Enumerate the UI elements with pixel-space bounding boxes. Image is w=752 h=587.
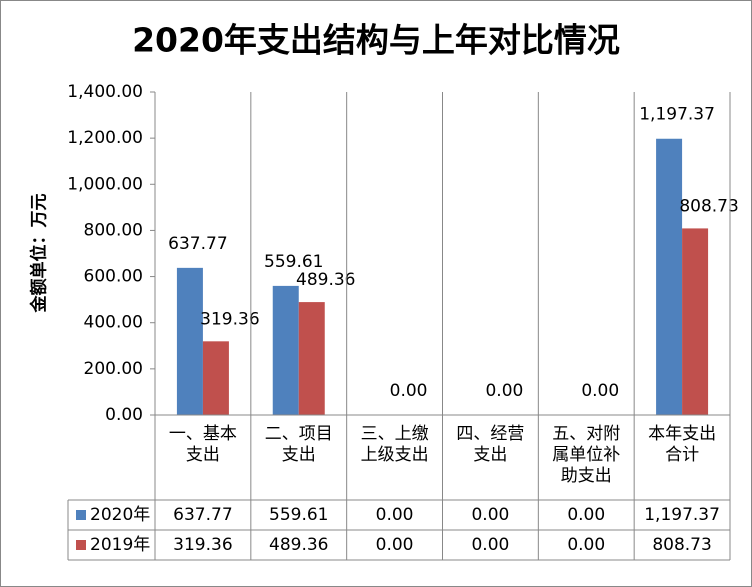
y-tick-label: 0.00 <box>105 405 143 425</box>
y-tick-label: 1,000.00 <box>67 174 143 194</box>
y-tick-label: 600.00 <box>84 267 143 287</box>
table-cell: 0.00 <box>376 505 414 525</box>
table-cell: 319.36 <box>173 535 232 555</box>
chart-title: 2020年支出结构与上年对比情况 <box>132 21 620 60</box>
data-label: 0.00 <box>390 381 428 401</box>
table-cell: 559.61 <box>269 505 328 525</box>
data-label: 808.73 <box>679 196 738 216</box>
legend-swatch <box>76 510 86 520</box>
table-cell: 0.00 <box>376 535 414 555</box>
data-label: 0.00 <box>581 381 619 401</box>
x-tick-label: 五、对附属单位补助支出 <box>552 424 621 486</box>
y-axis-label: 金额单位：万元 <box>29 194 50 314</box>
table-cell: 489.36 <box>269 535 328 555</box>
y-tick-label: 1,400.00 <box>67 82 143 102</box>
bar <box>202 341 229 415</box>
y-tick-label: 400.00 <box>84 313 143 333</box>
table-cell: 0.00 <box>471 505 509 525</box>
x-tick-label: 四、经营支出 <box>456 424 525 465</box>
table-cell: 808.73 <box>652 535 711 555</box>
x-tick-label: 一、基本支出 <box>168 424 237 465</box>
bar <box>656 138 683 415</box>
table-cell: 0.00 <box>471 535 509 555</box>
data-label: 319.36 <box>200 309 259 329</box>
data-label: 0.00 <box>485 381 523 401</box>
data-label: 489.36 <box>296 270 355 290</box>
x-tick-label: 三、上缴上级支出 <box>360 424 429 465</box>
data-label: 637.77 <box>168 234 227 254</box>
table-cell: 0.00 <box>567 535 605 555</box>
table-cell: 637.77 <box>173 505 232 525</box>
bar <box>298 302 325 415</box>
bar <box>176 267 203 415</box>
table-cell: 1,197.37 <box>644 505 720 525</box>
data-label: 1,197.37 <box>639 105 715 125</box>
y-tick-label: 800.00 <box>84 220 143 240</box>
bar <box>682 228 709 415</box>
y-tick-label: 200.00 <box>84 359 143 379</box>
legend-swatch <box>76 540 86 550</box>
x-tick-label: 本年支出合计 <box>648 424 717 465</box>
table-cell: 0.00 <box>567 505 605 525</box>
y-tick-label: 1,200.00 <box>67 128 143 148</box>
data-label: 559.61 <box>264 252 323 272</box>
x-tick-label: 二、项目支出 <box>264 424 333 465</box>
legend-label: 2019年 <box>90 535 150 555</box>
legend-label: 2020年 <box>90 505 150 525</box>
bar <box>272 285 299 415</box>
